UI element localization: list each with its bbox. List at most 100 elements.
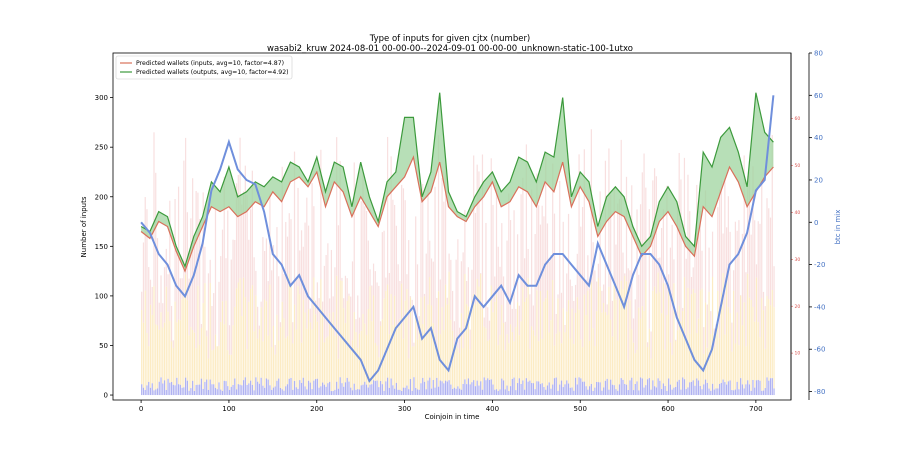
bar-pink bbox=[643, 153, 645, 311]
bar-pink bbox=[478, 171, 480, 287]
bar-blue bbox=[220, 389, 222, 396]
legend: Predicted wallets (inputs, avg=10, facto… bbox=[115, 55, 293, 80]
y-tick-label: 150 bbox=[95, 243, 108, 251]
bar-blue bbox=[726, 384, 728, 396]
bar-blue bbox=[151, 383, 153, 396]
bar-pink bbox=[169, 200, 171, 322]
bar-yellow bbox=[283, 318, 285, 391]
bar-yellow bbox=[748, 297, 751, 385]
bar-pink bbox=[401, 184, 403, 284]
bar-yellow bbox=[467, 306, 470, 379]
bar-pink bbox=[250, 209, 252, 289]
bar-pink bbox=[227, 210, 229, 351]
bar-blue bbox=[283, 390, 285, 396]
bar-pink bbox=[260, 301, 262, 308]
bar-yellow bbox=[343, 308, 345, 387]
bar-yellow bbox=[757, 322, 759, 380]
bar-yellow bbox=[733, 290, 735, 391]
bar-blue bbox=[452, 389, 454, 396]
bar-blue bbox=[446, 381, 448, 396]
bar-yellow bbox=[330, 322, 333, 392]
bar-yellow bbox=[360, 330, 362, 386]
bar-blue bbox=[736, 381, 738, 396]
bar-blue bbox=[689, 382, 691, 396]
bar-yellow bbox=[429, 277, 431, 378]
bar-yellow bbox=[687, 287, 689, 388]
bar-yellow bbox=[300, 342, 303, 383]
bar-pink bbox=[502, 276, 505, 323]
bar-blue bbox=[290, 377, 292, 396]
bar-pink bbox=[759, 223, 761, 338]
bar-pink bbox=[495, 188, 498, 295]
bar-blue bbox=[155, 389, 157, 396]
bar-yellow bbox=[766, 295, 768, 378]
bar-pink bbox=[741, 233, 744, 326]
bar-blue bbox=[214, 387, 217, 396]
bar-yellow bbox=[761, 297, 763, 391]
bar-blue bbox=[153, 390, 155, 396]
bar-blue bbox=[629, 380, 631, 396]
y-tick-label: 300 bbox=[95, 94, 108, 102]
bar-blue bbox=[413, 377, 415, 396]
bar-blue bbox=[149, 387, 152, 396]
bar-yellow bbox=[726, 279, 728, 385]
bar-yellow bbox=[474, 304, 477, 387]
bar-pink bbox=[408, 240, 410, 359]
bar-yellow bbox=[495, 294, 498, 390]
bar-yellow bbox=[490, 285, 492, 380]
y-right-inner-tick-label: 50 bbox=[795, 163, 801, 169]
bar-blue bbox=[627, 390, 629, 396]
bar-pink bbox=[694, 249, 696, 294]
bar-yellow bbox=[325, 337, 327, 387]
bar-blue bbox=[724, 382, 726, 396]
bar-blue bbox=[632, 390, 635, 396]
bar-pink bbox=[174, 198, 176, 302]
bar-pink bbox=[569, 279, 571, 339]
bar-yellow bbox=[274, 354, 276, 387]
bar-blue bbox=[190, 388, 192, 396]
bar-blue bbox=[436, 377, 438, 396]
series-line-btc-in-mix bbox=[140, 95, 775, 383]
bar-yellow bbox=[181, 299, 183, 388]
bar-blue bbox=[429, 377, 431, 396]
bar-yellow bbox=[348, 295, 350, 382]
bar-blue bbox=[473, 380, 475, 396]
bar-blue bbox=[344, 382, 347, 396]
bar-blue bbox=[750, 390, 752, 396]
bar-blue bbox=[293, 381, 296, 396]
bar-yellow bbox=[701, 288, 703, 390]
bar-yellow bbox=[344, 323, 347, 383]
bar-yellow bbox=[710, 334, 712, 391]
bar-pink bbox=[394, 204, 396, 296]
bar-yellow bbox=[322, 309, 324, 383]
bar-yellow bbox=[522, 287, 524, 381]
bar-pink bbox=[599, 191, 601, 287]
bar-blue bbox=[564, 384, 566, 396]
bar-yellow bbox=[427, 304, 429, 381]
bar-blue bbox=[648, 378, 650, 396]
bar-pink bbox=[625, 176, 628, 282]
bar-blue bbox=[653, 386, 656, 396]
chart-title: Type of inputs for given cjtx (number) bbox=[369, 34, 531, 44]
bar-pink bbox=[423, 293, 426, 297]
bar-blue bbox=[244, 377, 246, 396]
bar-yellow bbox=[625, 281, 628, 385]
bar-yellow bbox=[304, 312, 306, 387]
bar-blue bbox=[599, 382, 601, 396]
bar-blue bbox=[734, 389, 736, 396]
bar-blue bbox=[515, 390, 517, 396]
bar-blue bbox=[394, 388, 396, 396]
bar-yellow bbox=[200, 327, 203, 379]
bar-pink bbox=[524, 258, 526, 302]
bar-pink bbox=[552, 163, 554, 281]
bar-yellow bbox=[592, 328, 594, 391]
bar-yellow bbox=[163, 322, 166, 381]
bar-blue bbox=[258, 383, 260, 396]
bar-yellow bbox=[657, 272, 659, 379]
bar-pink bbox=[381, 232, 383, 320]
bar-pink bbox=[197, 192, 199, 286]
bar-yellow bbox=[599, 286, 601, 383]
bar-yellow bbox=[769, 305, 772, 379]
bar-blue bbox=[622, 379, 624, 396]
bar-yellow bbox=[418, 320, 420, 390]
